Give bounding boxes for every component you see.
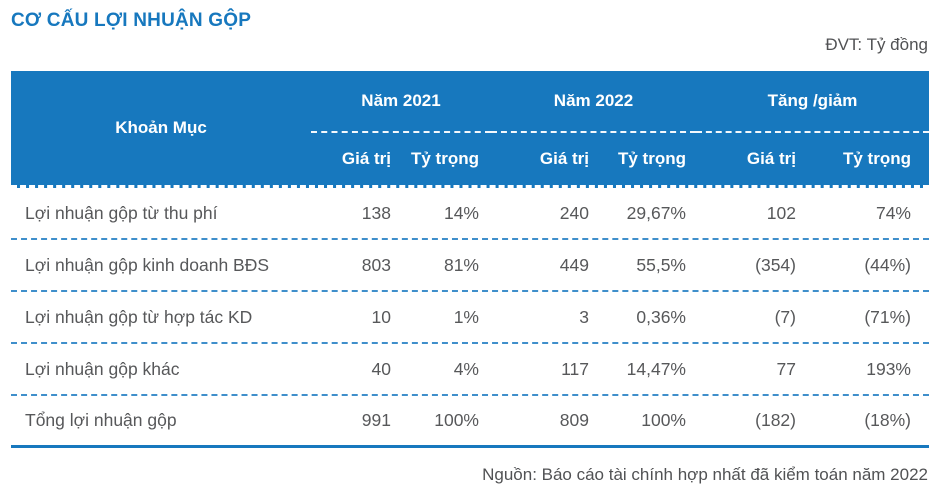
cell-2021-value: 991	[361, 410, 391, 430]
unit-label: ĐVT: Tỷ đồng	[825, 35, 928, 54]
cell-2021-value: 10	[371, 306, 391, 327]
cell-2022-share: 100%	[641, 410, 686, 430]
cell-change-share: 74%	[875, 202, 911, 223]
cell-change-share: (44%)	[864, 254, 911, 275]
cell-2021-share: 14%	[443, 202, 479, 223]
cell-2021-value: 803	[361, 254, 391, 275]
cell-change-share: 193%	[866, 358, 911, 379]
cell-2021-share: 81%	[443, 254, 479, 275]
subheader-2021-value: Giá trị	[341, 149, 391, 168]
source-note: Nguồn: Báo cáo tài chính hợp nhất đã kiể…	[482, 465, 928, 484]
cell-2022-share: 0,36%	[636, 306, 686, 327]
cell-2022-value: 240	[559, 202, 589, 223]
cell-2022-share: 29,67%	[626, 202, 686, 223]
cell-2022-share: 55,5%	[636, 254, 686, 275]
table-row: Lợi nhuận gộp khác 40 4% 117 14,47% 77 1…	[11, 344, 929, 396]
cell-change-share: (71%)	[864, 306, 911, 327]
cell-change-value: 102	[766, 202, 796, 223]
row-label: Lợi nhuận gộp từ thu phí	[25, 202, 218, 223]
row-label: Lợi nhuận gộp kinh doanh BĐS	[25, 254, 270, 275]
cell-2022-share: 14,47%	[626, 358, 686, 379]
cell-change-value: (182)	[755, 410, 796, 430]
cell-2021-share: 100%	[434, 410, 479, 430]
cell-2022-value: 809	[559, 410, 589, 430]
subheader-change-share: Tỷ trọng	[843, 149, 911, 168]
row-label: Tổng lợi nhuận gộp	[25, 410, 177, 430]
cell-change-value: (354)	[755, 254, 796, 275]
header-group-2022: Năm 2022	[491, 71, 696, 133]
cell-2021-value: 40	[371, 358, 391, 379]
subheader-change-value: Giá trị	[746, 149, 796, 168]
subheader-2021-share: Tỷ trọng	[411, 149, 479, 168]
subheader-2022-value: Giá trị	[539, 149, 589, 168]
table-row: Lợi nhuận gộp từ thu phí 138 14% 240 29,…	[11, 188, 929, 240]
table-row-total: Tổng lợi nhuận gộp 991 100% 809 100% (18…	[11, 396, 929, 448]
row-label: Lợi nhuận gộp từ hợp tác KD	[25, 306, 253, 327]
row-label: Lợi nhuận gộp khác	[25, 358, 180, 379]
cell-2021-share: 4%	[453, 358, 479, 379]
cell-change-value: (7)	[774, 306, 796, 327]
table-header: Khoản Mục Năm 2021 Năm 2022 Tăng /giảm G…	[11, 71, 929, 188]
cell-change-share: (18%)	[864, 410, 911, 430]
header-item-column: Khoản Mục	[115, 118, 207, 137]
cell-change-value: 77	[776, 358, 796, 379]
table-row: Lợi nhuận gộp từ hợp tác KD 10 1% 3 0,36…	[11, 292, 929, 344]
cell-2021-value: 138	[361, 202, 391, 223]
page-title: CƠ CẤU LỢI NHUẬN GỘP	[11, 10, 252, 31]
cell-2021-share: 1%	[453, 306, 479, 327]
page: CƠ CẤU LỢI NHUẬN GỘP ĐVT: Tỷ đồng Khoản …	[11, 10, 929, 484]
cell-2022-value: 3	[579, 306, 589, 327]
subheader-2022-share: Tỷ trọng	[618, 149, 686, 168]
gross-profit-table: Khoản Mục Năm 2021 Năm 2022 Tăng /giảm G…	[11, 71, 929, 448]
cell-2022-value: 449	[559, 254, 589, 275]
cell-2022-value: 117	[561, 358, 589, 379]
header-group-change: Tăng /giảm	[696, 71, 929, 133]
table-row: Lợi nhuận gộp kinh doanh BĐS 803 81% 449…	[11, 240, 929, 292]
header-group-2021: Năm 2021	[311, 71, 491, 133]
